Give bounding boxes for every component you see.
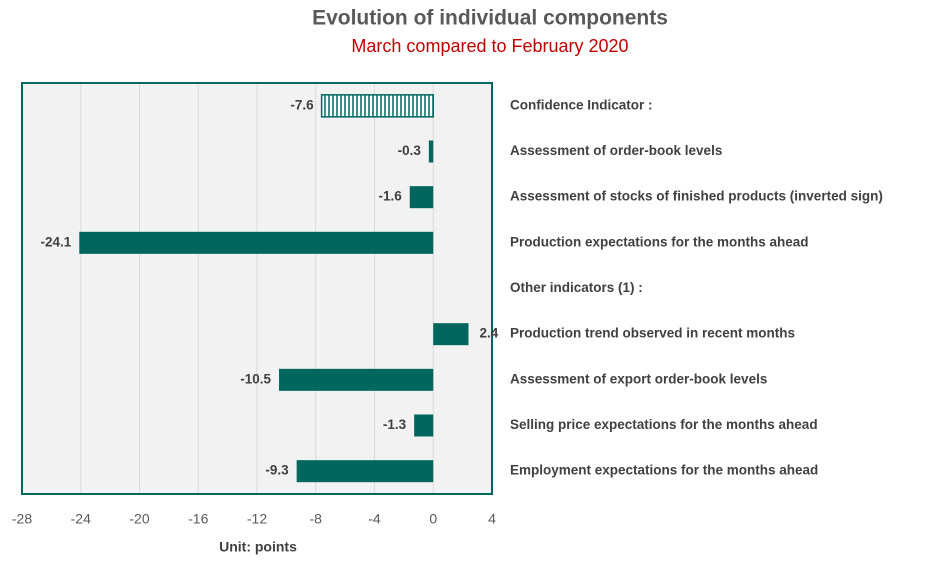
data-label: -9.3 xyxy=(265,463,289,478)
category-label: Production expectations for the months a… xyxy=(510,234,809,249)
category-label: Production trend observed in recent mont… xyxy=(510,326,795,341)
data-label: -1.6 xyxy=(378,189,402,204)
data-label: -1.3 xyxy=(383,417,407,432)
bar xyxy=(428,140,434,163)
category-label: Assessment of stocks of finished product… xyxy=(510,189,883,204)
data-label: -10.5 xyxy=(240,371,271,386)
category-label: Employment expectations for the months a… xyxy=(510,463,818,478)
data-label: -7.6 xyxy=(290,97,314,112)
category-label: Other indicators (1) : xyxy=(510,280,643,295)
x-tick-label: -28 xyxy=(12,511,32,527)
x-tick-label: -8 xyxy=(310,511,323,527)
bar xyxy=(414,414,434,437)
bar xyxy=(79,231,434,254)
x-tick-label: -16 xyxy=(188,511,208,527)
x-tick-label: -12 xyxy=(247,511,267,527)
category-label: Selling price expectations for the month… xyxy=(510,417,818,432)
plot-frame xyxy=(21,82,493,495)
bar xyxy=(279,368,434,391)
x-tick-label: 4 xyxy=(488,511,496,527)
category-label: Confidence Indicator : xyxy=(510,97,653,112)
data-label: 2.4 xyxy=(480,326,499,341)
category-label: Assessment of export order-book levels xyxy=(510,371,767,386)
category-label: Assessment of order-book levels xyxy=(510,143,722,158)
bar xyxy=(433,323,469,346)
x-tick-label: -4 xyxy=(368,511,381,527)
data-label: -0.3 xyxy=(398,143,422,158)
x-tick-label: -24 xyxy=(71,511,91,527)
x-tick-label: -20 xyxy=(129,511,149,527)
bar xyxy=(409,186,434,209)
x-tick-label: 0 xyxy=(429,511,437,527)
chart-title: Evolution of individual components xyxy=(312,7,668,30)
bar xyxy=(320,94,434,118)
bar xyxy=(296,460,434,483)
data-label: -24.1 xyxy=(41,234,72,249)
x-axis-label: Unit: points xyxy=(219,539,297,555)
chart-subtitle: March compared to February 2020 xyxy=(351,36,628,56)
